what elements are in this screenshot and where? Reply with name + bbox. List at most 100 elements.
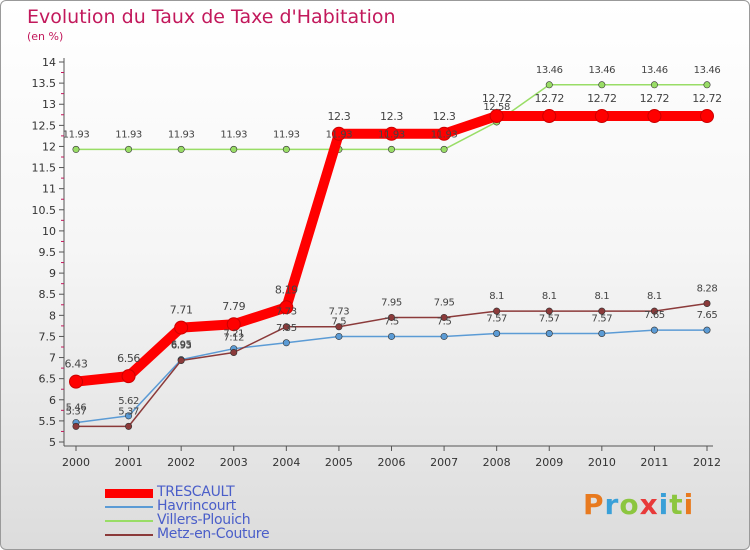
x-tick-label: 2000 xyxy=(62,456,90,469)
data-label: 13.46 xyxy=(589,65,616,76)
data-label: 7.5 xyxy=(332,316,347,327)
x-tick-label: 2009 xyxy=(535,456,563,469)
x-tick-label: 2012 xyxy=(693,456,721,469)
logo-letter: r xyxy=(604,488,620,521)
data-label: 7.5 xyxy=(384,316,399,327)
y-tick-label: 6.5 xyxy=(39,373,57,386)
data-label: 7.95 xyxy=(434,297,455,308)
data-label: 12.3 xyxy=(433,110,456,123)
data-label: 7.57 xyxy=(539,313,560,324)
data-point xyxy=(282,145,290,153)
data-point xyxy=(598,307,606,315)
y-tick-label: 12.5 xyxy=(32,119,57,132)
data-label: 13.46 xyxy=(536,65,563,76)
y-tick-label: 13.5 xyxy=(32,77,57,90)
legend-label-metz-en-couture: Metz-en-Couture xyxy=(157,526,270,542)
data-label: 8.1 xyxy=(647,291,662,302)
y-tick-label: 10.5 xyxy=(32,204,57,217)
y-tick-label: 11.5 xyxy=(32,162,57,175)
data-point xyxy=(647,109,662,124)
y-tick-label: 7 xyxy=(49,352,56,365)
data-label: 11.93 xyxy=(115,129,142,140)
data-label: 5.62 xyxy=(118,396,139,407)
x-tick-label: 2006 xyxy=(378,456,406,469)
data-point xyxy=(125,422,133,430)
data-point xyxy=(489,109,504,124)
data-label: 7.35 xyxy=(276,323,297,334)
logo-letter: P xyxy=(583,488,605,521)
legend-swatch-trescault xyxy=(105,489,153,498)
data-label: 8.1 xyxy=(489,291,504,302)
data-label: 6.95 xyxy=(171,340,192,351)
x-tick-label: 2003 xyxy=(220,456,248,469)
data-point xyxy=(598,81,606,89)
data-label: 7.57 xyxy=(486,313,507,324)
data-label: 12.72 xyxy=(692,92,722,105)
data-label: 12.72 xyxy=(482,92,512,105)
y-tick-label: 5.5 xyxy=(39,415,57,428)
data-point xyxy=(493,329,501,337)
data-point xyxy=(230,348,238,356)
data-point xyxy=(384,126,399,141)
proxiti-logo: Proxiti xyxy=(583,488,694,521)
x-tick-label: 2011 xyxy=(640,456,668,469)
logo-letter: t xyxy=(669,488,684,521)
data-point xyxy=(703,300,711,308)
data-label: 12.72 xyxy=(640,92,670,105)
data-point xyxy=(650,81,658,89)
data-label: 12.3 xyxy=(380,110,403,123)
data-label: 12.72 xyxy=(535,92,565,105)
data-label: 11.93 xyxy=(220,129,247,140)
x-tick-label: 2004 xyxy=(272,456,300,469)
data-label: 7.21 xyxy=(223,329,244,340)
data-point xyxy=(440,332,448,340)
data-point xyxy=(545,329,553,337)
data-label: 11.93 xyxy=(168,129,195,140)
legend-swatch-havrincourt xyxy=(105,506,153,508)
data-label: 6.93 xyxy=(171,341,192,352)
data-point xyxy=(703,326,711,334)
data-label: 13.46 xyxy=(694,65,721,76)
y-tick-label: 8.5 xyxy=(39,288,57,301)
y-tick-label: 13 xyxy=(42,98,56,111)
logo-letter: o xyxy=(619,488,640,521)
data-point xyxy=(598,329,606,337)
data-point xyxy=(387,313,395,321)
x-tick-label: 2008 xyxy=(483,456,511,469)
y-tick-label: 9.5 xyxy=(39,246,57,259)
data-label: 5.37 xyxy=(118,406,139,417)
data-point xyxy=(650,326,658,334)
data-point xyxy=(72,422,80,430)
data-point xyxy=(493,307,501,315)
data-label: 8.19 xyxy=(275,283,298,296)
data-label: 7.71 xyxy=(170,304,193,317)
legend-label-havrincourt: Havrincourt xyxy=(157,498,236,514)
data-point xyxy=(650,307,658,315)
x-tick-label: 2001 xyxy=(115,456,143,469)
data-point xyxy=(125,145,133,153)
data-label: 7.73 xyxy=(329,307,350,318)
data-point xyxy=(542,109,557,124)
data-label: 8.1 xyxy=(594,291,609,302)
chart-title: Evolution du Taux de Taxe d'Habitation xyxy=(27,6,396,28)
legend-label-trescault: TRESCAULT xyxy=(157,484,235,500)
data-label: 11.93 xyxy=(273,129,300,140)
data-point xyxy=(545,81,553,89)
x-tick-label: 2002 xyxy=(167,456,195,469)
data-point xyxy=(335,323,343,331)
x-tick-label: 2005 xyxy=(325,456,353,469)
y-tick-label: 7.5 xyxy=(39,330,57,343)
data-label: 12.3 xyxy=(327,110,350,123)
data-label: 12.58 xyxy=(483,102,510,113)
chart-subtitle: (en %) xyxy=(27,30,64,43)
data-label: 7.12 xyxy=(223,332,244,343)
data-label: 11.93 xyxy=(378,129,405,140)
data-label: 7.57 xyxy=(591,313,612,324)
data-label: 7.73 xyxy=(276,307,297,318)
data-point xyxy=(545,307,553,315)
data-point xyxy=(387,332,395,340)
data-point xyxy=(230,145,238,153)
data-point xyxy=(279,300,294,315)
data-label: 7.65 xyxy=(697,310,718,321)
